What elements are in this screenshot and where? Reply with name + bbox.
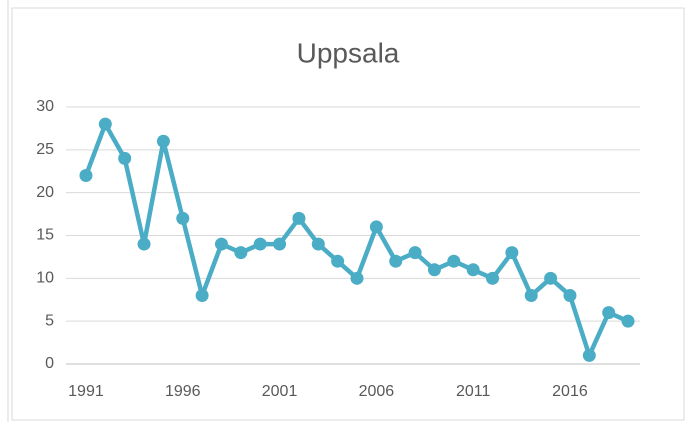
point-marker (118, 151, 132, 165)
point-marker (369, 220, 383, 234)
point-marker (524, 288, 538, 302)
chart-frame (11, 7, 685, 421)
point-marker (544, 271, 558, 285)
point-marker (486, 271, 500, 285)
point-marker (273, 237, 287, 251)
x-tick-label: 2001 (262, 383, 298, 400)
point-marker (621, 314, 635, 328)
x-tick-label: 1991 (68, 383, 104, 400)
point-marker (350, 271, 364, 285)
point-marker (234, 246, 248, 260)
y-tick-label: 25 (36, 141, 54, 158)
point-marker (137, 237, 151, 251)
point-marker (447, 254, 461, 268)
point-marker (505, 246, 519, 260)
point-marker (331, 254, 345, 268)
point-marker (176, 211, 190, 225)
point-marker (156, 134, 170, 148)
point-marker (563, 288, 577, 302)
point-marker (427, 263, 441, 277)
y-tick-label: 30 (36, 98, 54, 115)
point-marker (311, 237, 325, 251)
point-marker (79, 169, 93, 183)
y-tick-label: 15 (36, 227, 54, 244)
point-marker (602, 306, 616, 320)
x-tick-label: 1996 (165, 383, 201, 400)
point-marker (466, 263, 480, 277)
y-tick-label: 0 (45, 355, 54, 372)
point-marker (582, 348, 596, 362)
point-marker (253, 237, 267, 251)
x-tick-label: 2011 (456, 383, 491, 400)
point-marker (389, 254, 403, 268)
point-marker (292, 211, 306, 225)
point-marker (214, 237, 228, 251)
x-tick-label: 2016 (552, 383, 588, 400)
y-tick-label: 20 (36, 184, 54, 201)
chart-title: Uppsala (297, 37, 400, 68)
y-tick-label: 10 (36, 270, 54, 287)
x-tick-label: 2006 (359, 383, 395, 400)
point-marker (195, 288, 209, 302)
point-marker (408, 246, 422, 260)
y-tick-label: 5 (45, 312, 54, 329)
point-marker (98, 117, 112, 131)
